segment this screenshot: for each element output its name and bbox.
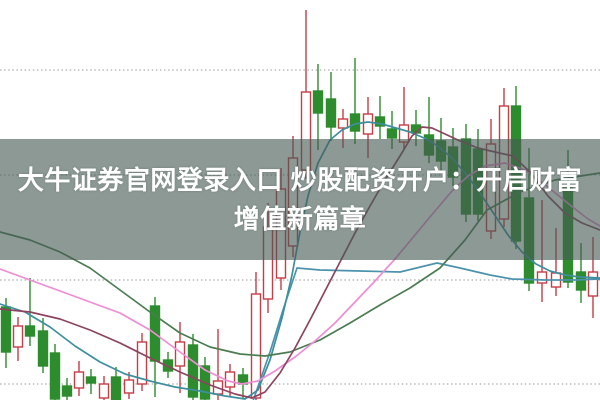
headline-line-2: 增值新篇章 (233, 203, 367, 234)
headline-line-1: 大牛证券官网登录入口 炒股配资开户：开启财富 (17, 164, 583, 195)
headline-overlay: 大牛证券官网登录入口 炒股配资开户：开启财富 增值新篇章 (0, 139, 600, 260)
